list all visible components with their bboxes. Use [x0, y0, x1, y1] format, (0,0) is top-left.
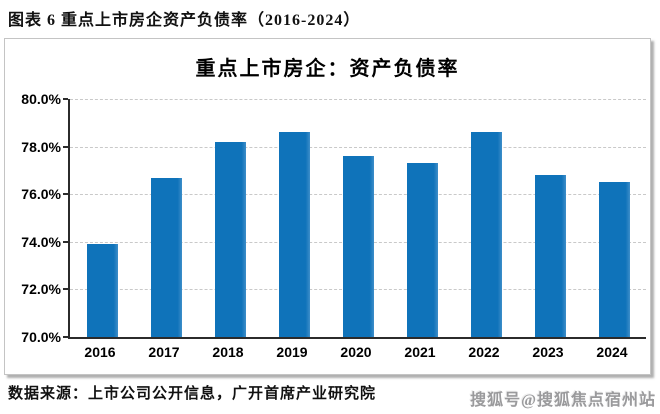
- gridline-78.0%: [70, 146, 646, 148]
- data-source-note: 数据来源：上市公司公开信息，广开首席产业研究院: [8, 386, 377, 402]
- y-tick: [63, 145, 68, 148]
- figure-caption: 图表 6 重点上市房企资产负债率（2016-2024）: [8, 12, 361, 29]
- chart-title: 重点上市房企：资产负债率: [195, 58, 460, 80]
- x-axis-label-2017: 2017: [148, 344, 180, 360]
- chart-panel: 重点上市房企：资产负债率 80.0% 78.0% 76.0% 74.0% 72.0% 70…: [4, 38, 651, 375]
- bar-2024: [598, 182, 630, 337]
- y-tick: [63, 98, 68, 100]
- y-axis-label-76: 76.0%: [21, 186, 61, 203]
- bar-2017: [150, 177, 182, 337]
- y-axis-label-78: 78.0%: [21, 138, 61, 155]
- x-axis-label-2024: 2024: [596, 344, 628, 360]
- y-axis-label-80: 80.0%: [21, 91, 61, 107]
- x-axis-label-2021: 2021: [404, 344, 436, 360]
- bar-2018: [214, 141, 246, 337]
- y-tick: [63, 336, 68, 338]
- y-tick: [63, 288, 68, 291]
- bar-2019: [278, 132, 310, 337]
- plot-area: [63, 98, 646, 339]
- x-axis-label-2022: 2022: [468, 344, 500, 360]
- x-axis-label-2019: 2019: [276, 344, 308, 360]
- bar-2021: [406, 163, 438, 337]
- x-axis-label-2020: 2020: [340, 344, 372, 360]
- x-axis-label-2016: 2016: [84, 344, 116, 360]
- x-axis-label-2018: 2018: [212, 344, 244, 360]
- sohu-watermark: 搜狐号@搜狐焦点宿州站: [470, 392, 656, 409]
- bar-2020: [342, 156, 374, 337]
- bar-2022: [470, 132, 502, 337]
- y-axis-label-72: 72.0%: [21, 281, 61, 298]
- x-axis-label-2023: 2023: [532, 344, 564, 360]
- bar-2016: [86, 244, 118, 337]
- gridline-80.0%: [70, 99, 646, 100]
- bar-2023: [534, 175, 566, 337]
- y-tick: [63, 240, 68, 243]
- y-axis-label-70: 70.0%: [21, 329, 61, 345]
- y-tick: [63, 193, 68, 196]
- y-axis-label-74: 74.0%: [21, 233, 61, 250]
